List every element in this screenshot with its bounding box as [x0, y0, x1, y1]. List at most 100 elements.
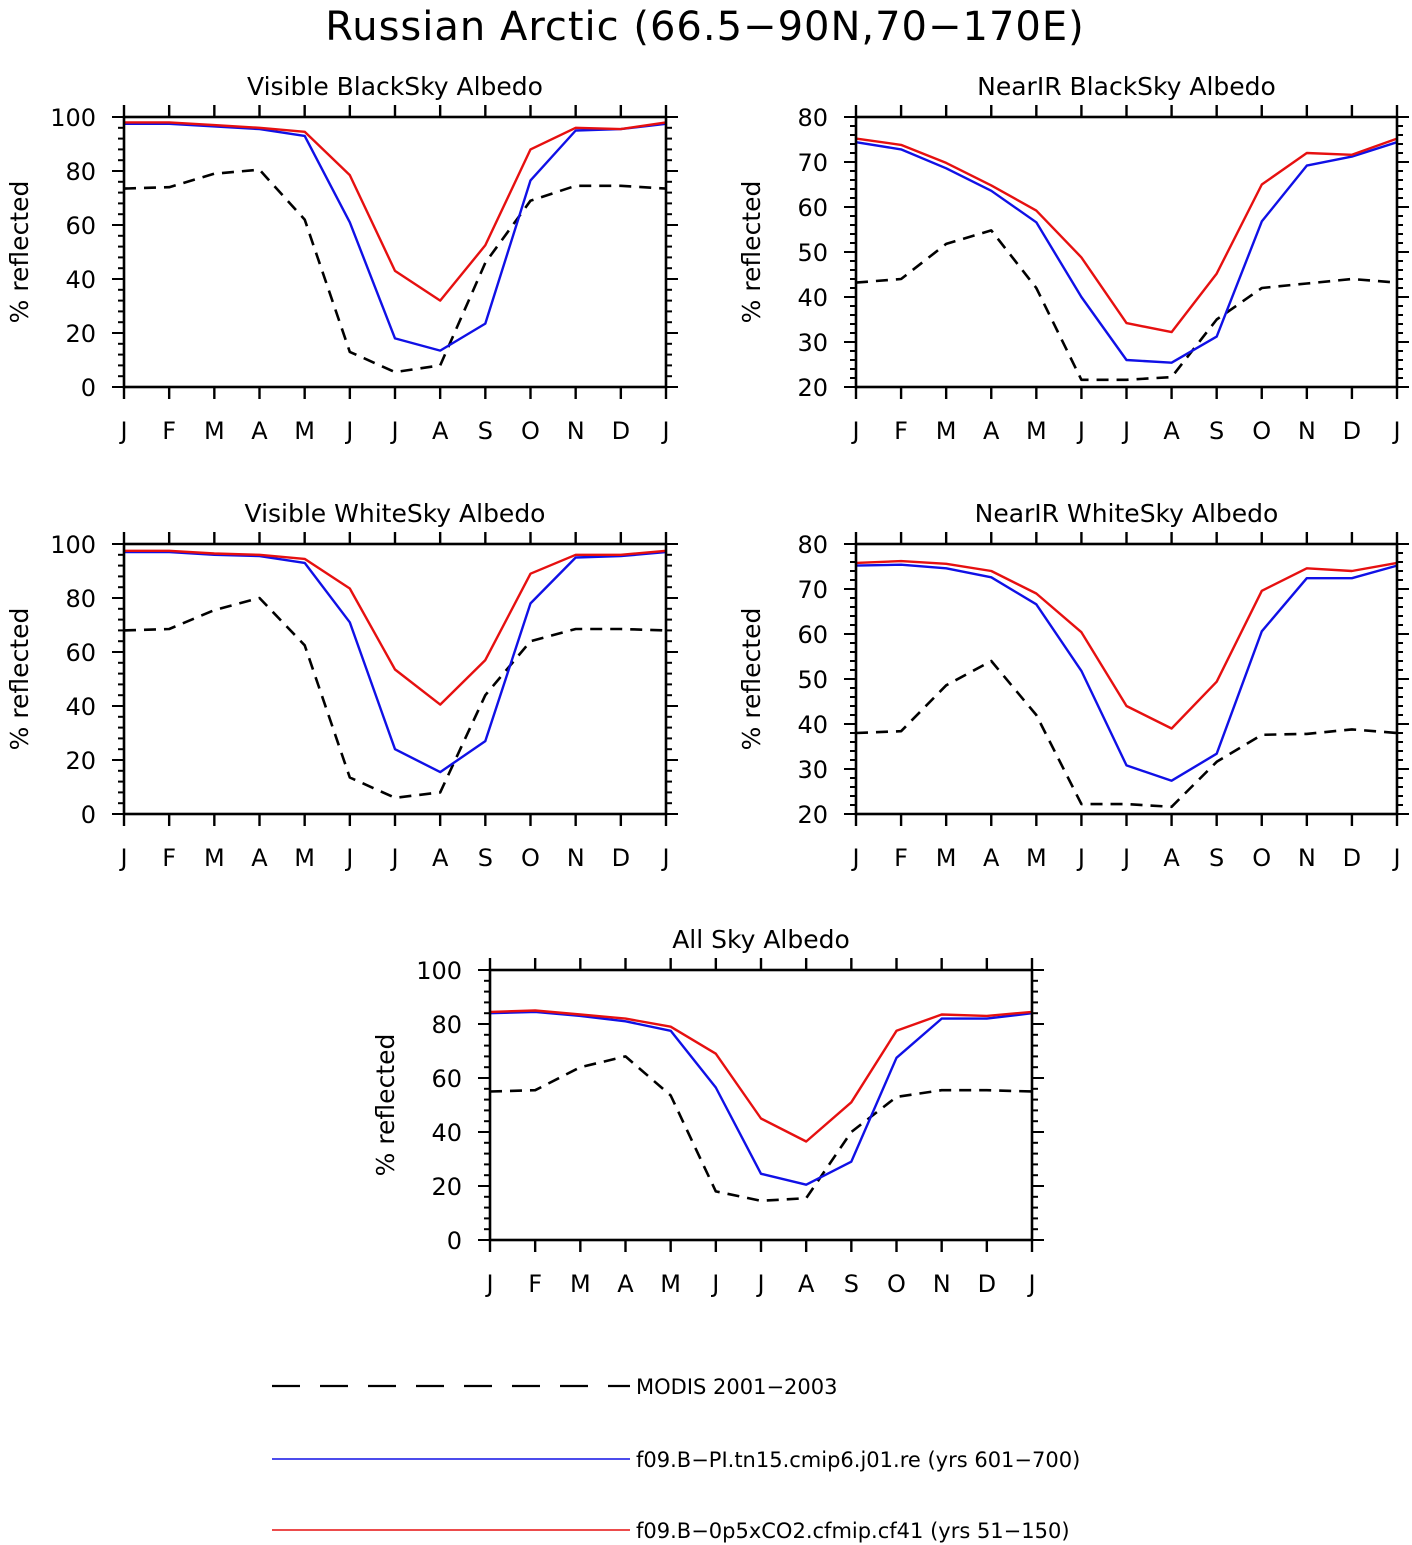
series-line-cf — [124, 549, 667, 706]
series-line-modis — [855, 229, 1398, 382]
y-tick-label: 20 — [431, 1173, 462, 1201]
y-axis-label: % reflected — [5, 181, 34, 324]
y-tick-label: 60 — [431, 1065, 462, 1093]
series-line-pi — [124, 122, 667, 352]
x-tick-label: J — [118, 844, 127, 872]
x-tick-label: D — [1343, 844, 1361, 872]
x-tick-label: J — [1391, 417, 1400, 445]
x-tick-label: S — [1209, 844, 1224, 872]
x-tick-label: N — [1298, 417, 1316, 445]
y-tick-label: 20 — [65, 320, 96, 348]
x-tick-label: J — [1391, 844, 1400, 872]
series-line-pi — [124, 550, 667, 774]
series-line-cf — [124, 121, 667, 302]
x-tick-label: J — [660, 417, 669, 445]
legend-label-modis: MODIS 2001−2003 — [636, 1375, 838, 1399]
x-tick-label: O — [521, 417, 540, 445]
series-line-cf — [855, 137, 1398, 334]
x-tick-label: J — [484, 1270, 493, 1298]
y-tick-label: 50 — [797, 666, 828, 694]
y-tick-label: 0 — [81, 801, 96, 829]
x-tick-label: M — [936, 844, 957, 872]
x-tick-label: S — [1209, 417, 1224, 445]
x-tick-label: A — [983, 844, 1000, 872]
legend: MODIS 2001−2003 f09.B−PI.tn15.cmip6.j01.… — [272, 1375, 1080, 1543]
x-tick-label: D — [612, 844, 630, 872]
x-tick-label: N — [567, 844, 585, 872]
x-tick-label: N — [567, 417, 585, 445]
y-axis-label: % reflected — [737, 608, 766, 751]
x-tick-label: J — [660, 844, 669, 872]
y-tick-label: 70 — [797, 576, 828, 604]
x-tick-label: A — [1163, 417, 1180, 445]
y-tick-label: 80 — [431, 1011, 462, 1039]
x-tick-label: A — [432, 417, 449, 445]
panel-title: Visible BlackSky Albedo — [247, 72, 543, 101]
x-tick-label: J — [344, 417, 353, 445]
x-tick-label: M — [1026, 417, 1047, 445]
x-tick-label: J — [389, 844, 398, 872]
y-tick-label: 60 — [65, 639, 96, 667]
x-tick-label: J — [1121, 417, 1130, 445]
x-tick-label: S — [478, 417, 493, 445]
x-tick-label: J — [344, 844, 353, 872]
x-tick-label: O — [521, 844, 540, 872]
series-line-pi — [855, 141, 1398, 364]
y-tick-label: 60 — [797, 621, 828, 649]
y-tick-label: 80 — [797, 104, 828, 132]
x-tick-label: S — [844, 1270, 859, 1298]
x-tick-label: F — [894, 844, 908, 872]
x-tick-label: A — [1163, 844, 1180, 872]
x-tick-label: J — [1076, 844, 1085, 872]
x-tick-label: A — [251, 844, 268, 872]
series-line-modis — [489, 1055, 1033, 1203]
x-tick-label: F — [528, 1270, 542, 1298]
x-tick-label: J — [389, 417, 398, 445]
x-tick-label: M — [204, 844, 225, 872]
plot-frame — [122, 542, 668, 816]
x-tick-label: J — [1121, 844, 1130, 872]
x-tick-label: M — [660, 1270, 681, 1298]
x-tick-label: D — [1343, 417, 1361, 445]
x-tick-label: M — [294, 417, 315, 445]
y-tick-label: 40 — [65, 693, 96, 721]
y-tick-label: 70 — [797, 149, 828, 177]
x-tick-label: M — [936, 417, 957, 445]
x-tick-label: F — [162, 844, 176, 872]
y-tick-label: 80 — [797, 531, 828, 559]
y-tick-label: 20 — [797, 374, 828, 402]
x-tick-label: J — [118, 417, 127, 445]
legend-label-pi: f09.B−PI.tn15.cmip6.j01.re (yrs 601−700) — [636, 1448, 1080, 1472]
panel-title: NearIR WhiteSky Albedo — [975, 499, 1279, 528]
y-tick-label: 100 — [50, 531, 96, 559]
x-tick-label: A — [432, 844, 449, 872]
y-tick-label: 40 — [431, 1119, 462, 1147]
y-axis-label: % reflected — [5, 608, 34, 751]
panel-title: NearIR BlackSky Albedo — [977, 72, 1276, 101]
x-tick-label: J — [850, 417, 859, 445]
y-tick-label: 0 — [81, 374, 96, 402]
x-tick-label: M — [570, 1270, 591, 1298]
plot-frame — [854, 542, 1399, 816]
x-tick-label: A — [617, 1270, 634, 1298]
y-tick-label: 30 — [797, 329, 828, 357]
y-tick-label: 40 — [797, 284, 828, 312]
y-tick-label: 60 — [65, 212, 96, 240]
y-tick-label: 0 — [447, 1227, 462, 1255]
series-line-pi — [855, 563, 1398, 782]
y-tick-label: 100 — [416, 957, 462, 985]
y-tick-label: 40 — [797, 711, 828, 739]
panel-title: Visible WhiteSky Albedo — [245, 499, 546, 528]
x-tick-label: M — [1026, 844, 1047, 872]
legend-label-cf: f09.B−0p5xCO2.cfmip.cf41 (yrs 51−150) — [636, 1519, 1070, 1543]
y-tick-label: 80 — [65, 585, 96, 613]
y-tick-label: 80 — [65, 158, 96, 186]
x-tick-label: O — [887, 1270, 906, 1298]
x-tick-label: S — [478, 844, 493, 872]
x-tick-label: O — [1252, 417, 1271, 445]
x-tick-label: J — [710, 1270, 719, 1298]
